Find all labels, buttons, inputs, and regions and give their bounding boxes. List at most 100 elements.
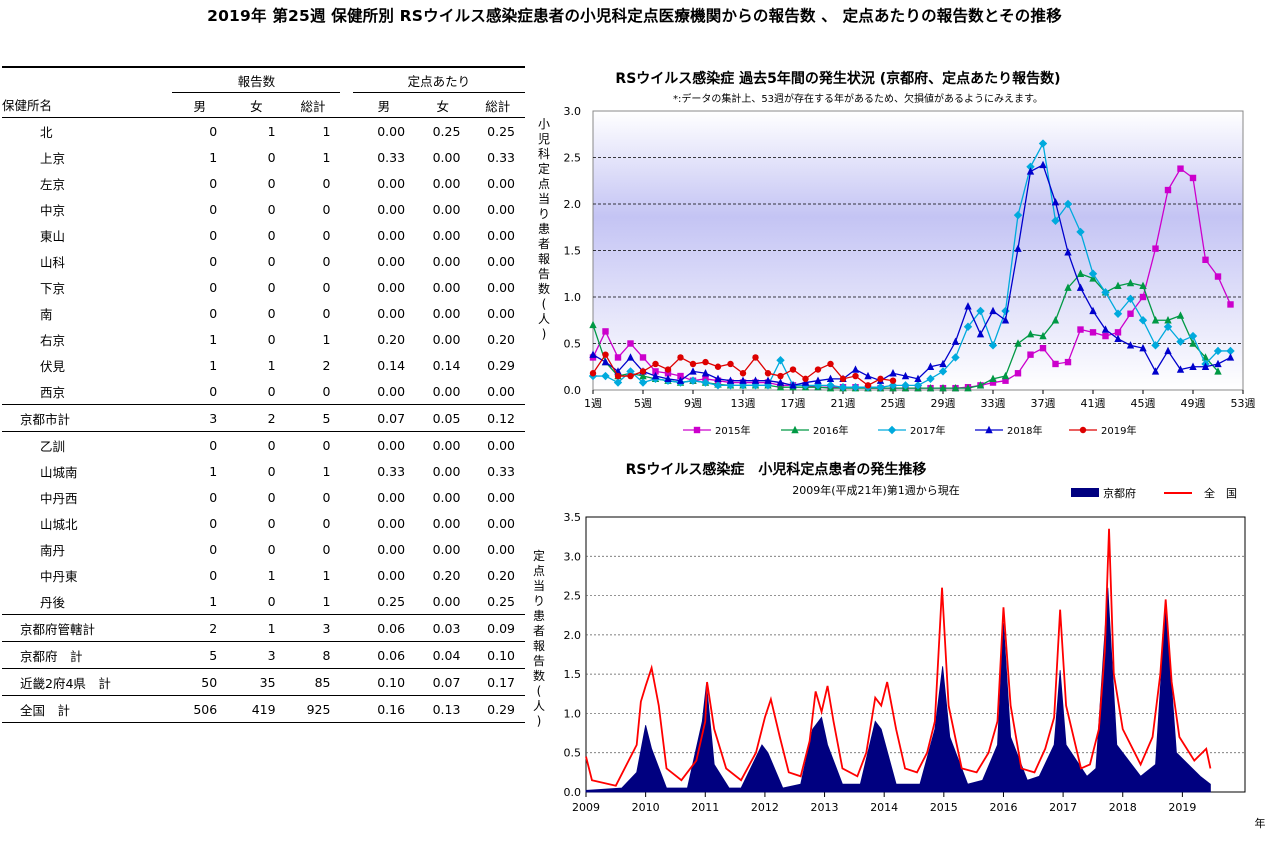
chart1-x-tick-label: 45週 bbox=[1131, 397, 1156, 410]
chart1-point bbox=[689, 360, 697, 368]
chart1-point bbox=[1214, 367, 1222, 375]
chart1-point bbox=[1176, 311, 1185, 319]
rate-male: 0.00 bbox=[377, 567, 406, 583]
chart1-point bbox=[1213, 346, 1223, 356]
chart1-point bbox=[1051, 197, 1060, 206]
rate-male: 0.00 bbox=[377, 227, 406, 243]
chart1-series-line bbox=[593, 141, 1231, 388]
rate-male: 0.00 bbox=[377, 175, 406, 191]
chart1-y-axis-label: 患 bbox=[538, 222, 550, 236]
chart1-point bbox=[1139, 293, 1147, 301]
chart1-point bbox=[677, 372, 684, 380]
chart1-point bbox=[789, 366, 797, 373]
chart1-point bbox=[1101, 325, 1110, 333]
chart1-point bbox=[652, 368, 659, 375]
chart1-point bbox=[1102, 332, 1109, 340]
chart1-legend-label: 2019年 bbox=[1101, 424, 1136, 437]
chart1-y-axis-label: 点 bbox=[538, 177, 550, 191]
count-female: 0 bbox=[267, 175, 276, 191]
row-gap bbox=[340, 196, 352, 222]
chart1-y-axis-label: 当 bbox=[538, 192, 550, 206]
group-header-rate: 定点あたり bbox=[352, 66, 525, 93]
report-table: 報告数 定点あたり 保健所名男女総計男女総計北 0 1 1 0.00 0.25 0.25 上京 1 0… bbox=[2, 66, 525, 723]
count-male: 0 bbox=[209, 201, 218, 217]
chart1-point bbox=[1214, 273, 1222, 280]
table-row: 右京 1 0 1 0.20 0.00 0.20 bbox=[2, 326, 525, 352]
count-female: 0 bbox=[227, 431, 286, 458]
office-name: 京都市計 bbox=[2, 404, 173, 432]
chart1-point bbox=[614, 354, 622, 361]
chart1-point bbox=[589, 370, 597, 377]
office-name: 山城北 bbox=[40, 516, 78, 532]
rate-male: 0.00 bbox=[377, 515, 406, 531]
rate-male: 0.00 bbox=[377, 279, 406, 295]
chart1-point bbox=[1113, 309, 1123, 318]
chart1-point bbox=[1201, 362, 1210, 370]
chart1-point bbox=[989, 379, 997, 386]
count-female: 0 bbox=[267, 227, 276, 243]
row-gap bbox=[340, 458, 352, 484]
chart1-point bbox=[976, 381, 985, 389]
chart1-y-axis-label: 数 bbox=[538, 281, 550, 296]
chart1-legend-marker bbox=[693, 426, 701, 434]
chart2-y-axis-label: 告 bbox=[533, 654, 545, 668]
chart2-x-tick-label: 2010 bbox=[632, 801, 660, 814]
office-name: 近畿2府4県 計 bbox=[2, 668, 173, 696]
chart1-legend-marker bbox=[791, 425, 799, 434]
chart2-x-tick-label: 2016 bbox=[989, 801, 1017, 814]
chart1-y-axis-label: り bbox=[538, 207, 550, 221]
count-total: 0 bbox=[322, 383, 331, 399]
rate-female: 0.00 bbox=[432, 383, 461, 399]
count-male: 1 bbox=[209, 149, 218, 165]
chart2-x-tick-label: 2018 bbox=[1109, 801, 1137, 814]
chart1-point bbox=[951, 337, 960, 345]
chart2-y-axis-label: ) bbox=[537, 714, 542, 728]
count-total: 0 bbox=[322, 175, 331, 191]
office-name: 上京 bbox=[40, 150, 66, 166]
count-female: 1 bbox=[227, 614, 286, 642]
chart1-x-tick-label: 29週 bbox=[931, 397, 956, 410]
count-male: 5 bbox=[172, 641, 228, 669]
table-row: 丹後 1 0 1 0.25 0.00 0.25 bbox=[2, 588, 525, 615]
chart2-title: RSウイルス感染症 小児科定点患者の発生推移 bbox=[626, 461, 927, 478]
chart1-y-tick-label: 1.5 bbox=[564, 245, 582, 258]
count-male: 0 bbox=[209, 253, 218, 269]
count-male: 3 bbox=[172, 404, 228, 432]
chart1-point bbox=[664, 374, 672, 383]
chart1-y-tick-label: 1.0 bbox=[564, 291, 582, 304]
count-male: 0 bbox=[209, 305, 218, 321]
chart1-point bbox=[639, 371, 647, 380]
office-name: 乙訓 bbox=[2, 431, 173, 458]
rate-female: 0.00 bbox=[432, 149, 461, 165]
chart1-point bbox=[726, 381, 735, 390]
count-male: 1 bbox=[209, 357, 218, 373]
chart1-point bbox=[1151, 367, 1160, 375]
rate-male: 0.25 bbox=[377, 593, 406, 609]
chart1-point bbox=[1101, 288, 1110, 297]
chart2-y-axis-label: 報 bbox=[533, 639, 545, 653]
chart1-y-axis-label: 人 bbox=[538, 312, 550, 326]
chart1-point bbox=[877, 375, 884, 383]
rate-female: 0.00 bbox=[432, 175, 461, 191]
chart1-point bbox=[626, 353, 635, 361]
chart1-point bbox=[764, 376, 772, 384]
table-row: 近畿2府4県 計 50 35 85 0.10 0.07 0.17 bbox=[2, 668, 525, 696]
chart1-point bbox=[1214, 359, 1222, 368]
row-gap bbox=[340, 326, 352, 352]
count-total: 2 bbox=[322, 357, 331, 373]
office-name: 山城南 bbox=[40, 464, 78, 480]
chart1-point bbox=[1076, 269, 1085, 277]
chart1-point bbox=[988, 341, 998, 350]
chart1-point bbox=[664, 370, 672, 377]
rate-male: 0.16 bbox=[352, 695, 416, 723]
chart1-point bbox=[1014, 339, 1022, 347]
chart1-point bbox=[1052, 360, 1059, 368]
office-name: 全国 計 bbox=[2, 695, 173, 723]
chart1-point bbox=[1076, 283, 1085, 291]
column-header-3: 総計 bbox=[285, 92, 341, 118]
count-male: 1 bbox=[209, 593, 218, 609]
chart1-point bbox=[776, 383, 785, 391]
chart1-point bbox=[802, 375, 809, 383]
count-male: 1 bbox=[209, 463, 218, 479]
chart1-point bbox=[976, 330, 985, 338]
